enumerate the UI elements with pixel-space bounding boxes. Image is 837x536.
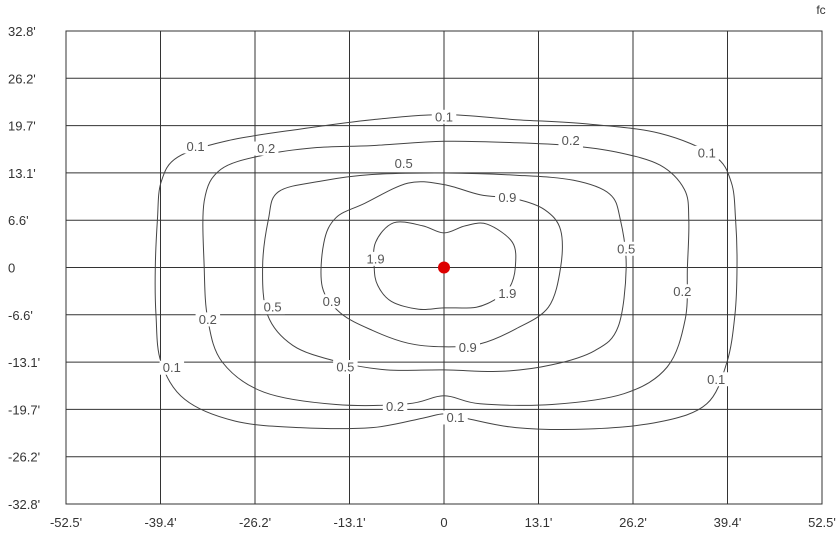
contour-label: 0.2 xyxy=(199,312,217,327)
y-tick-label: 6.6' xyxy=(8,213,29,228)
contour-line-1-9 xyxy=(373,221,517,311)
x-tick-label: 26.2' xyxy=(619,515,647,530)
contour-label: 0.5 xyxy=(264,300,282,315)
contour-label-background xyxy=(703,372,729,387)
y-tick-label: -6.6' xyxy=(8,308,33,323)
contour-label: 0.1 xyxy=(698,145,716,160)
contour-label: 1.9 xyxy=(498,286,516,301)
x-tick-label: -52.5' xyxy=(50,515,82,530)
contour-label-background xyxy=(558,133,583,148)
y-tick-label: 13.1' xyxy=(8,166,36,181)
contour-label: 0.1 xyxy=(435,109,453,124)
contour-label-background xyxy=(382,399,408,414)
contour-labels: 0.1 0.1 0.1 0.1 0.1 0.1 0.2 0.2 0.2 0.2 0.2 0.5 0.5 0… xyxy=(159,109,729,425)
contour-label-background xyxy=(613,241,639,256)
y-tick-label: 0 xyxy=(8,261,15,276)
contour-label: 0.9 xyxy=(459,340,477,355)
contour-label: 0.9 xyxy=(498,190,516,205)
contour-label: 0.2 xyxy=(386,399,404,414)
contour-label-background xyxy=(431,109,457,124)
contour-label-background xyxy=(443,410,468,425)
contour-label-background xyxy=(253,141,279,156)
x-tick-label: 0 xyxy=(440,515,447,530)
contour-label-background xyxy=(159,360,185,375)
contour-label-background xyxy=(495,190,520,205)
contour-label-background xyxy=(183,139,208,154)
x-tick-label: 52.5' xyxy=(808,515,836,530)
contour-line-0-5 xyxy=(262,172,627,373)
x-tick-label: -13.1' xyxy=(333,515,365,530)
contour-label-background xyxy=(455,340,481,355)
contour-line-0-9 xyxy=(320,181,563,348)
contour-label: 0.1 xyxy=(707,372,725,387)
contour-label-background xyxy=(333,360,358,375)
x-tick-label: -26.2' xyxy=(239,515,271,530)
x-tick-label: -39.4' xyxy=(144,515,176,530)
x-tick-label: 13.1' xyxy=(525,515,553,530)
contour-line-0-2 xyxy=(202,140,690,406)
y-tick-label: 32.8' xyxy=(8,24,36,39)
unit-label: fc xyxy=(816,3,825,17)
contour-label-background xyxy=(670,284,695,299)
contour-label: 0.1 xyxy=(187,139,205,154)
contour-label: 0.5 xyxy=(336,360,354,375)
contour-label-background xyxy=(391,156,416,171)
y-tick-label: -26.2' xyxy=(8,450,40,465)
y-tick-label: -13.1' xyxy=(8,355,40,370)
contour-label: 0.2 xyxy=(673,284,691,299)
contour-label: 0.1 xyxy=(163,360,181,375)
contour-label: 1.9 xyxy=(367,251,385,266)
contour-label-background xyxy=(319,294,344,309)
source-marker-layer xyxy=(438,261,450,274)
x-tick-label: 39.4' xyxy=(714,515,742,530)
contour-label-background xyxy=(495,286,520,301)
contour-label: 0.2 xyxy=(257,141,275,156)
y-tick-label: -19.7' xyxy=(8,402,40,417)
contour-label-background xyxy=(363,251,388,266)
contour-label: 0.2 xyxy=(562,133,580,148)
contour-label-background xyxy=(260,300,285,315)
y-tick-label: 26.2' xyxy=(8,71,36,86)
contour-label-background xyxy=(195,312,221,327)
light-source-marker xyxy=(438,261,450,274)
contour-label-background xyxy=(694,145,720,160)
contour-label: 0.5 xyxy=(395,156,413,171)
y-tick-label: -32.8' xyxy=(8,497,40,512)
axis-tick-labels: -52.5' -39.4' -26.2' -13.1' 0 13.1' 26.2' 39.4'… xyxy=(8,24,836,530)
contour-label: 0.5 xyxy=(617,241,635,256)
contour-label: 0.1 xyxy=(446,410,464,425)
y-tick-label: 19.7' xyxy=(8,119,36,134)
contour-label: 0.9 xyxy=(323,294,341,309)
